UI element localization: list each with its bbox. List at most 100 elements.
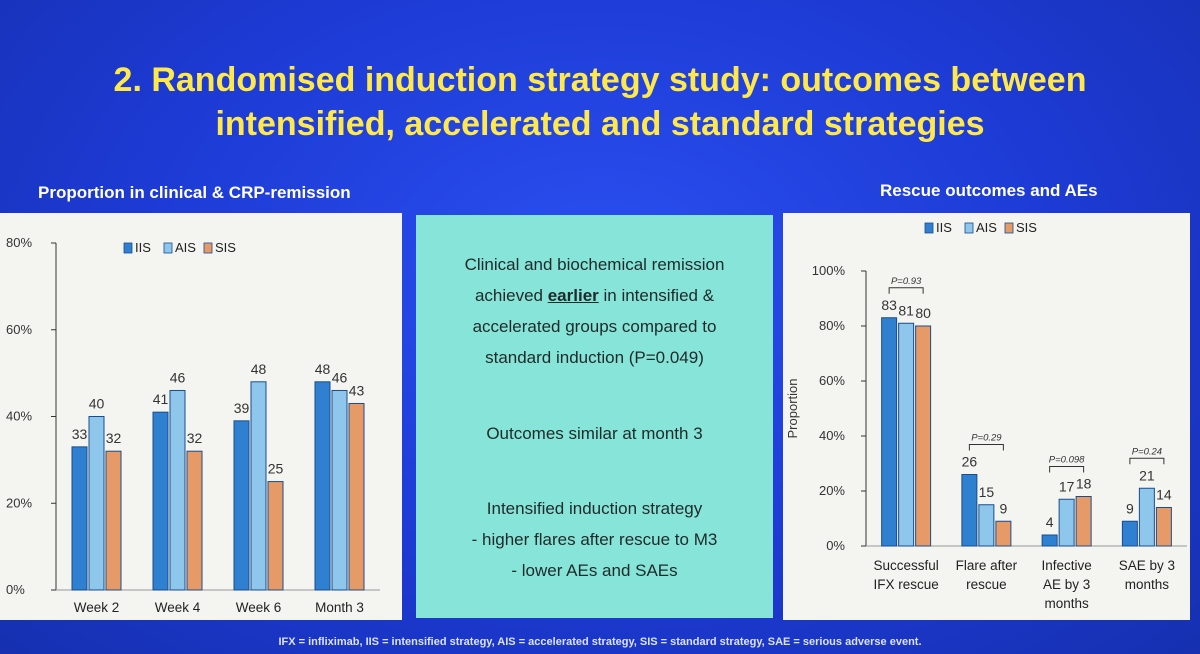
data-label: 40: [89, 396, 105, 412]
bar-ais: [898, 322, 915, 547]
y-tick-label: 60%: [819, 373, 845, 388]
data-label: 21: [1139, 467, 1155, 483]
y-tick-label: 20%: [6, 495, 32, 510]
summary-line-6: Intensified induction strategy: [486, 499, 703, 518]
data-label: 81: [898, 302, 914, 318]
summary-line-7: - higher flares after rescue to M3: [471, 530, 718, 549]
x-tick-label: Infective: [1041, 558, 1091, 573]
data-label: 9: [1126, 500, 1134, 516]
x-tick-label: AE by 3: [1043, 577, 1090, 592]
y-tick-label: 80%: [6, 235, 32, 250]
x-tick-label: rescue: [966, 577, 1007, 592]
bar-iis: [1041, 534, 1058, 547]
significance-bracket: [968, 444, 1004, 451]
legend-swatch-sis: [1004, 222, 1014, 234]
data-label: 17: [1059, 478, 1075, 494]
bar-sis: [267, 481, 284, 591]
y-tick-label: 0%: [6, 582, 25, 597]
data-label: 18: [1076, 476, 1092, 492]
data-label: 39: [234, 400, 250, 416]
data-label: 32: [106, 430, 122, 446]
slide-title: 2. Randomised induction strategy study: …: [40, 58, 1160, 146]
p-value-label: P=0.93: [891, 276, 922, 287]
left-chart-heading: Proportion in clinical & CRP-remission: [38, 183, 351, 202]
x-tick-label: Month 3: [315, 600, 364, 615]
bar-sis: [995, 520, 1012, 547]
y-axis-label: Proportion: [785, 379, 800, 439]
y-tick-label: 0%: [826, 538, 845, 553]
legend-swatch-ais: [163, 242, 173, 254]
summary-line-5: Outcomes similar at month 3: [486, 424, 703, 443]
summary-text-1: Clinical and biochemical remission achie…: [416, 249, 773, 373]
bar-iis: [233, 420, 250, 591]
x-tick-label: months: [1044, 596, 1089, 611]
summary-line-4: standard induction (P=0.049): [485, 348, 704, 367]
x-tick-label: SAE by 3: [1119, 558, 1175, 573]
x-tick-label: months: [1125, 577, 1170, 592]
data-label: 15: [979, 484, 995, 500]
x-tick-label: Flare after: [956, 558, 1018, 573]
summary-line-2: achieved earlier in intensified &: [416, 280, 773, 311]
legend-label-sis: SIS: [215, 240, 236, 255]
data-label: 25: [268, 461, 284, 477]
data-label: 9: [999, 500, 1007, 516]
data-label: 32: [187, 430, 203, 446]
y-tick-label: 100%: [812, 263, 846, 278]
x-tick-label: IFX rescue: [873, 577, 938, 592]
summary-line-1: Clinical and biochemical remission: [464, 255, 725, 274]
summary-line-3: accelerated groups compared to: [472, 317, 717, 336]
y-tick-label: 40%: [6, 409, 32, 424]
data-label: 83: [881, 297, 897, 313]
legend-swatch-iis: [924, 222, 934, 234]
data-label: 46: [332, 369, 348, 385]
right-chart-heading: Rescue outcomes and AEs: [880, 181, 1098, 200]
bar-iis: [314, 381, 331, 591]
legend-swatch-ais: [964, 222, 974, 234]
x-tick-label: Successful: [873, 558, 938, 573]
right-chart-panel: 0% 20% 40% 60% 80% 100% Proportion IIS AIS SIS 83 8…: [783, 213, 1190, 620]
summary-text-3: Intensified induction strategy - higher …: [416, 493, 773, 586]
bar-ais: [1138, 487, 1155, 547]
bar-sis: [915, 325, 932, 547]
bar-ais: [88, 416, 105, 591]
x-tick-label: Week 6: [236, 600, 282, 615]
bar-iis: [961, 474, 978, 547]
y-tick-label: 40%: [819, 428, 845, 443]
bar-iis: [881, 317, 898, 547]
legend-label-ais: AIS: [976, 220, 997, 235]
bar-ais: [1058, 498, 1075, 547]
summary-box: Clinical and biochemical remission achie…: [416, 215, 773, 618]
data-label: 80: [915, 305, 931, 321]
y-tick-label: 20%: [819, 483, 845, 498]
bar-sis: [105, 450, 122, 591]
p-value-label: P=0.29: [971, 433, 1002, 444]
bar-sis: [1155, 507, 1172, 547]
x-tick-label: Week 4: [155, 600, 201, 615]
legend-label-iis: IIS: [135, 240, 151, 255]
data-label: 41: [153, 391, 169, 407]
p-value-label: P=0.098: [1049, 455, 1085, 466]
y-tick-label: 80%: [819, 318, 845, 333]
bar-iis: [152, 411, 169, 591]
title-line-2: intensified, accelerated and standard st…: [215, 105, 985, 143]
bar-iis: [1121, 520, 1138, 547]
legend-swatch-iis: [123, 242, 133, 254]
data-label: 48: [315, 361, 331, 377]
bar-sis: [1075, 496, 1092, 547]
legend-label-iis: IIS: [936, 220, 952, 235]
significance-bracket: [1049, 466, 1085, 473]
bar-iis: [71, 446, 88, 591]
summary-emphasis: earlier: [547, 286, 599, 305]
footnote: IFX = infliximab, IIS = intensified stra…: [278, 636, 922, 648]
significance-bracket: [888, 287, 924, 294]
left-chart-panel: 0% 20% 40% 60% 80% IIS AIS SIS 33 40 32 Week 2 41 46 3…: [0, 213, 402, 620]
legend-label-sis: SIS: [1016, 220, 1037, 235]
data-label: 33: [72, 426, 88, 442]
data-label: 46: [170, 369, 186, 385]
data-label: 4: [1046, 514, 1054, 530]
data-label: 14: [1156, 487, 1172, 503]
bar-ais: [250, 381, 267, 591]
significance-bracket: [1129, 457, 1165, 465]
